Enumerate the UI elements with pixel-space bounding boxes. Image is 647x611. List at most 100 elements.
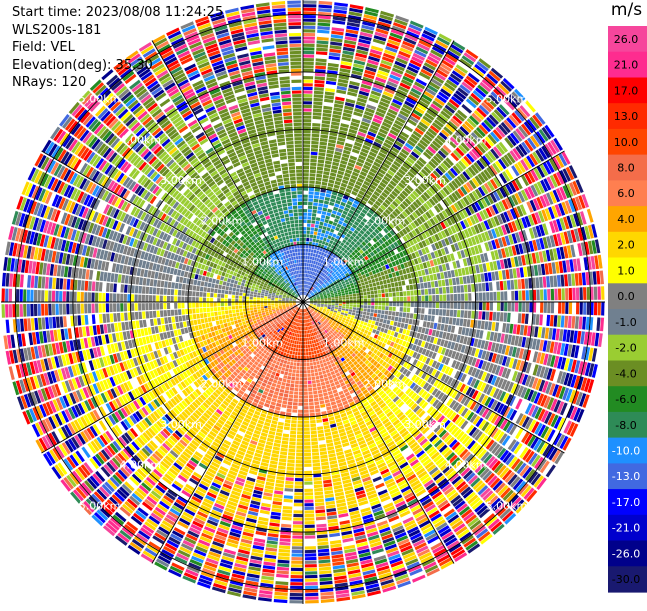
range-gate xyxy=(304,410,309,413)
range-gate xyxy=(413,284,417,289)
range-gate xyxy=(304,385,308,388)
range-gate xyxy=(304,324,305,327)
range-gate xyxy=(331,305,334,307)
range-gate xyxy=(303,209,307,212)
range-gate xyxy=(382,298,385,302)
range-gate xyxy=(300,367,303,370)
range-gate xyxy=(269,522,279,526)
range-gate xyxy=(291,564,303,567)
range-gate xyxy=(362,274,366,278)
range-gate xyxy=(572,288,575,300)
range-gate xyxy=(365,273,369,277)
range-gate xyxy=(303,234,306,237)
range-gate xyxy=(385,289,389,293)
range-gate xyxy=(464,311,468,319)
range-gate xyxy=(329,368,333,372)
range-gate xyxy=(342,308,345,310)
range-gate xyxy=(305,557,317,560)
range-gate xyxy=(364,322,368,326)
range-gate xyxy=(276,480,285,484)
range-gate xyxy=(305,507,314,510)
range-gate xyxy=(297,439,303,442)
range-gate xyxy=(315,224,319,228)
range-gate xyxy=(484,321,488,330)
range-gate xyxy=(309,180,315,184)
range-gate xyxy=(274,592,287,596)
range-gate xyxy=(315,221,319,225)
range-gate xyxy=(322,120,331,124)
range-gate xyxy=(276,574,289,578)
range-gate xyxy=(576,302,579,314)
range-gate xyxy=(298,349,300,352)
range-gate xyxy=(314,401,319,405)
range-gate xyxy=(284,423,290,427)
range-gate xyxy=(317,365,321,369)
range-gate xyxy=(331,427,338,431)
range-gate xyxy=(308,206,313,209)
range-gate xyxy=(310,235,313,238)
range-gate xyxy=(294,492,303,495)
range-gate xyxy=(357,296,360,299)
range-gate xyxy=(330,464,338,468)
range-gate xyxy=(309,195,314,198)
range-gate xyxy=(399,312,403,317)
range-gate xyxy=(343,300,346,302)
range-gate xyxy=(500,281,504,290)
range-gate xyxy=(295,377,299,380)
range-gate xyxy=(315,372,319,376)
range-gate xyxy=(314,369,318,373)
range-gate xyxy=(324,99,334,103)
range-gate xyxy=(304,496,313,499)
range-gate xyxy=(292,409,297,413)
range-gate xyxy=(319,196,324,200)
range-gate xyxy=(310,424,316,428)
range-gate xyxy=(311,264,313,267)
range-gate xyxy=(308,256,310,259)
range-gate xyxy=(601,286,605,300)
range-gate xyxy=(293,528,303,531)
range-gate xyxy=(410,290,414,295)
range-gate xyxy=(296,348,299,351)
range-gate xyxy=(326,239,330,243)
range-gate xyxy=(330,398,335,402)
range-gate xyxy=(282,513,292,517)
range-gate xyxy=(564,316,568,328)
range-gate xyxy=(351,315,355,318)
range-gate xyxy=(400,292,404,297)
range-gate xyxy=(364,330,368,334)
range-gate xyxy=(318,433,324,437)
range-gate xyxy=(502,270,506,280)
range-gate xyxy=(326,406,332,410)
range-gate xyxy=(296,449,303,452)
range-gate xyxy=(409,319,413,324)
range-gate xyxy=(325,88,335,92)
range-gate xyxy=(454,269,458,277)
range-gate xyxy=(407,302,410,307)
range-gate xyxy=(443,309,447,316)
range-gate xyxy=(323,362,327,366)
range-gate xyxy=(598,302,601,315)
range-gate xyxy=(364,270,368,274)
range-gate xyxy=(299,341,301,344)
range-gate xyxy=(456,277,460,284)
range-gate xyxy=(422,302,425,308)
range-gate xyxy=(304,442,311,445)
range-gate xyxy=(368,320,372,324)
range-gate xyxy=(317,26,330,30)
range-gate xyxy=(278,556,290,560)
range-gate xyxy=(361,318,365,322)
range-gate xyxy=(368,302,371,305)
range-gate xyxy=(306,352,309,355)
range-gate xyxy=(328,235,332,239)
range-gate xyxy=(305,550,316,554)
range-gate xyxy=(375,278,379,282)
range-gate xyxy=(307,231,310,234)
range-gate xyxy=(309,355,312,358)
range-gate xyxy=(324,234,328,238)
range-gate xyxy=(350,283,354,286)
range-gate xyxy=(353,296,356,299)
range-gate xyxy=(520,325,524,335)
range-gate xyxy=(304,492,313,495)
range-gate xyxy=(564,274,568,286)
range-gate xyxy=(554,315,558,327)
